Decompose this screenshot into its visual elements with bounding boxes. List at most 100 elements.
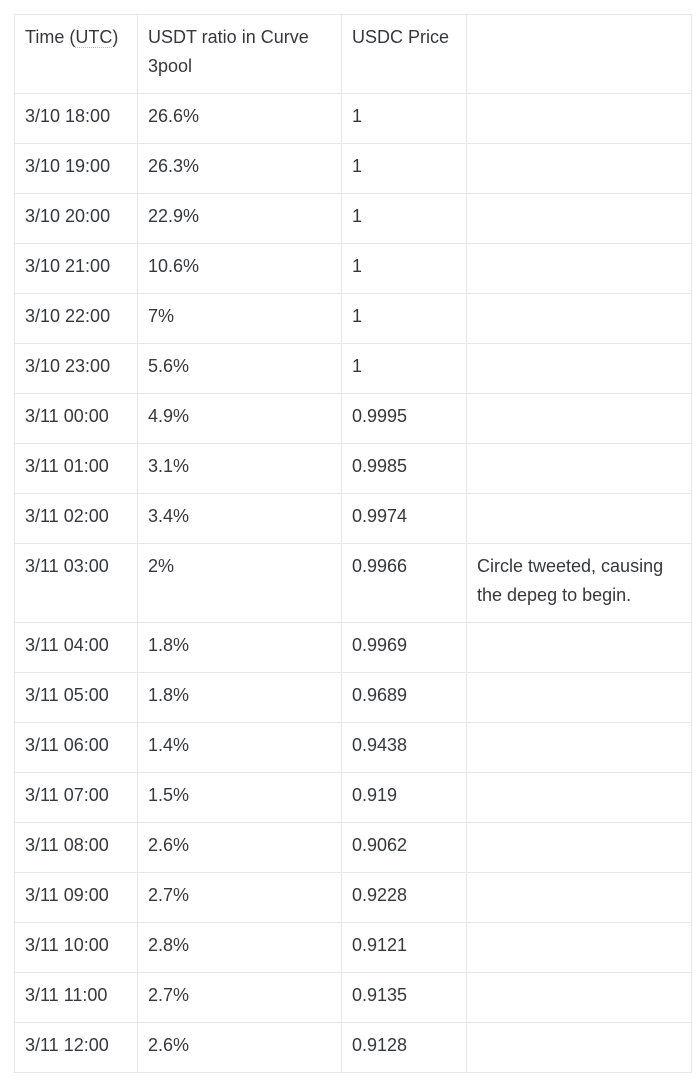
- cell-ratio[interactable]: 2.6%: [137, 1022, 342, 1073]
- cell-price[interactable]: 0.9974: [341, 493, 467, 544]
- cell-note[interactable]: [466, 343, 692, 394]
- table-row: 3/11 08:00 2.6% 0.9062: [14, 822, 692, 873]
- cell-ratio[interactable]: 2.8%: [137, 922, 342, 973]
- cell-ratio[interactable]: 4.9%: [137, 393, 342, 444]
- cell-note[interactable]: [466, 872, 692, 923]
- cell-ratio[interactable]: 10.6%: [137, 243, 342, 294]
- cell-price[interactable]: 1: [341, 93, 467, 144]
- cell-note[interactable]: [466, 822, 692, 873]
- cell-note[interactable]: [466, 293, 692, 344]
- cell-price[interactable]: 1: [341, 343, 467, 394]
- cell-time[interactable]: 3/11 01:00: [14, 443, 138, 494]
- cell-time[interactable]: 3/11 11:00: [14, 972, 138, 1023]
- table-row: 3/11 01:00 3.1% 0.9985: [14, 443, 692, 494]
- cell-ratio[interactable]: 1.8%: [137, 622, 342, 673]
- cell-time[interactable]: 3/10 23:00: [14, 343, 138, 394]
- cell-time[interactable]: 3/11 03:00: [14, 543, 138, 623]
- cell-price[interactable]: 0.9985: [341, 443, 467, 494]
- header-notes[interactable]: [466, 14, 692, 94]
- cell-price[interactable]: 1: [341, 293, 467, 344]
- cell-time[interactable]: 3/10 22:00: [14, 293, 138, 344]
- cell-price[interactable]: 0.919: [341, 772, 467, 823]
- cell-note[interactable]: [466, 243, 692, 294]
- table-body: 3/10 18:00 26.6% 1 3/10 19:00 26.3% 1 3/10 20:…: [14, 93, 692, 1073]
- cell-note[interactable]: [466, 193, 692, 244]
- cell-note[interactable]: [466, 672, 692, 723]
- table-row: 3/11 10:00 2.8% 0.9121: [14, 922, 692, 973]
- cell-price[interactable]: 1: [341, 193, 467, 244]
- cell-time[interactable]: 3/11 12:00: [14, 1022, 138, 1073]
- cell-note[interactable]: [466, 443, 692, 494]
- header-time[interactable]: Time (UTC): [14, 14, 138, 94]
- cell-ratio[interactable]: 1.8%: [137, 672, 342, 723]
- header-usdc-price[interactable]: USDC Price: [341, 14, 467, 94]
- cell-ratio[interactable]: 26.6%: [137, 93, 342, 144]
- table-row: 3/10 21:00 10.6% 1: [14, 243, 692, 294]
- cell-ratio[interactable]: 26.3%: [137, 143, 342, 194]
- cell-ratio[interactable]: 1.4%: [137, 722, 342, 773]
- cell-price[interactable]: 1: [341, 243, 467, 294]
- header-time-suffix: ): [112, 27, 119, 47]
- cell-price[interactable]: 0.9438: [341, 722, 467, 773]
- table-row: 3/11 03:00 2% 0.9966 Circle tweeted, causin…: [14, 543, 692, 623]
- cell-note[interactable]: [466, 93, 692, 144]
- cell-price[interactable]: 0.9689: [341, 672, 467, 723]
- cell-time[interactable]: 3/10 18:00: [14, 93, 138, 144]
- table-row: 3/10 18:00 26.6% 1: [14, 93, 692, 144]
- cell-note[interactable]: [466, 622, 692, 673]
- table-row: 3/10 23:00 5.6% 1: [14, 343, 692, 394]
- cell-ratio[interactable]: 5.6%: [137, 343, 342, 394]
- cell-note[interactable]: Circle tweeted, causing the depeg to beg…: [466, 543, 692, 623]
- table-row: 3/10 19:00 26.3% 1: [14, 143, 692, 194]
- cell-price[interactable]: 0.9062: [341, 822, 467, 873]
- cell-price[interactable]: 0.9135: [341, 972, 467, 1023]
- table-row: 3/11 07:00 1.5% 0.919: [14, 772, 692, 823]
- cell-note[interactable]: [466, 1022, 692, 1073]
- table-row: 3/11 04:00 1.8% 0.9969: [14, 622, 692, 673]
- cell-time[interactable]: 3/11 02:00: [14, 493, 138, 544]
- cell-time[interactable]: 3/11 04:00: [14, 622, 138, 673]
- cell-ratio[interactable]: 3.4%: [137, 493, 342, 544]
- cell-time[interactable]: 3/11 08:00: [14, 822, 138, 873]
- table-row: 3/11 12:00 2.6% 0.9128: [14, 1022, 692, 1073]
- cell-time[interactable]: 3/11 06:00: [14, 722, 138, 773]
- cell-time[interactable]: 3/11 00:00: [14, 393, 138, 444]
- cell-note[interactable]: [466, 972, 692, 1023]
- cell-note[interactable]: [466, 722, 692, 773]
- table-row: 3/11 00:00 4.9% 0.9995: [14, 393, 692, 444]
- table-row: 3/10 22:00 7% 1: [14, 293, 692, 344]
- table-row: 3/11 02:00 3.4% 0.9974: [14, 493, 692, 544]
- cell-time[interactable]: 3/11 10:00: [14, 922, 138, 973]
- cell-price[interactable]: 0.9228: [341, 872, 467, 923]
- cell-time[interactable]: 3/10 21:00: [14, 243, 138, 294]
- cell-time[interactable]: 3/10 20:00: [14, 193, 138, 244]
- cell-ratio[interactable]: 1.5%: [137, 772, 342, 823]
- cell-time[interactable]: 3/11 07:00: [14, 772, 138, 823]
- cell-ratio[interactable]: 2.7%: [137, 972, 342, 1023]
- cell-note[interactable]: [466, 143, 692, 194]
- cell-time[interactable]: 3/10 19:00: [14, 143, 138, 194]
- header-time-abbr: UTC: [75, 27, 113, 47]
- header-usdt-ratio[interactable]: USDT ratio in Curve 3pool: [137, 14, 342, 94]
- cell-ratio[interactable]: 2.7%: [137, 872, 342, 923]
- cell-note[interactable]: [466, 493, 692, 544]
- cell-price[interactable]: 0.9128: [341, 1022, 467, 1073]
- cell-note[interactable]: [466, 772, 692, 823]
- cell-price[interactable]: 0.9121: [341, 922, 467, 973]
- table-row: 3/11 11:00 2.7% 0.9135: [14, 972, 692, 1023]
- table-row: 3/11 06:00 1.4% 0.9438: [14, 722, 692, 773]
- cell-ratio[interactable]: 22.9%: [137, 193, 342, 244]
- cell-note[interactable]: [466, 393, 692, 444]
- cell-time[interactable]: 3/11 09:00: [14, 872, 138, 923]
- cell-ratio[interactable]: 2.6%: [137, 822, 342, 873]
- cell-ratio[interactable]: 2%: [137, 543, 342, 623]
- cell-price[interactable]: 1: [341, 143, 467, 194]
- cell-price[interactable]: 0.9969: [341, 622, 467, 673]
- table-row: 3/11 09:00 2.7% 0.9228: [14, 872, 692, 923]
- cell-price[interactable]: 0.9995: [341, 393, 467, 444]
- cell-note[interactable]: [466, 922, 692, 973]
- cell-price[interactable]: 0.9966: [341, 543, 467, 623]
- cell-ratio[interactable]: 3.1%: [137, 443, 342, 494]
- cell-ratio[interactable]: 7%: [137, 293, 342, 344]
- cell-time[interactable]: 3/11 05:00: [14, 672, 138, 723]
